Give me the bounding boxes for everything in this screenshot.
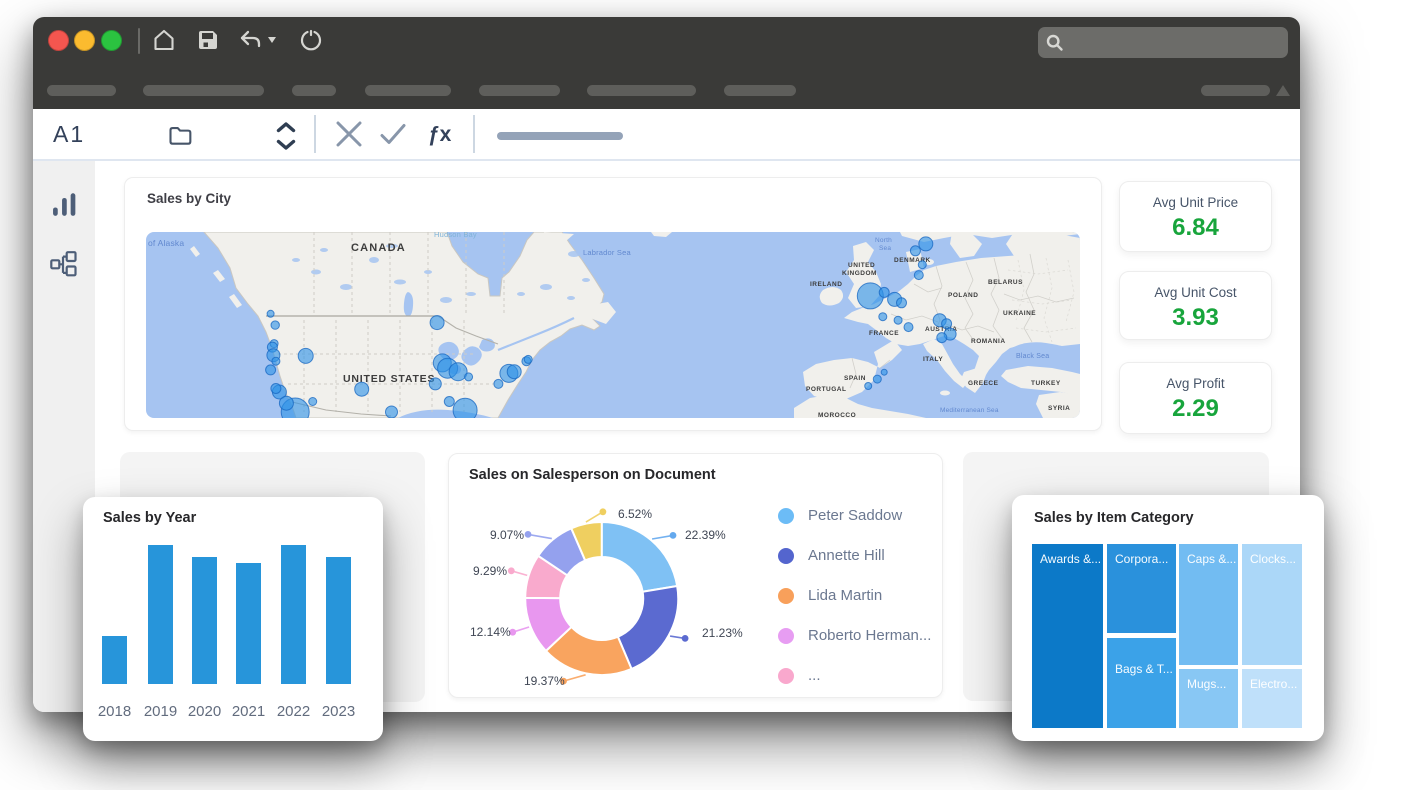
svg-text:DENMARK: DENMARK: [894, 257, 931, 264]
svg-text:North: North: [875, 237, 892, 244]
svg-text:UKRAINE: UKRAINE: [1003, 310, 1036, 317]
svg-text:ITALY: ITALY: [923, 356, 943, 363]
svg-text:MOROCCO: MOROCCO: [818, 412, 856, 418]
svg-text:of Alaska: of Alaska: [148, 238, 184, 248]
svg-text:PORTUGAL: PORTUGAL: [806, 386, 846, 393]
svg-text:UNITED: UNITED: [848, 262, 875, 269]
svg-text:Black Sea: Black Sea: [1016, 353, 1049, 360]
svg-text:SYRIA: SYRIA: [1048, 405, 1070, 412]
svg-text:CANADA: CANADA: [351, 242, 406, 254]
svg-text:KINGDOM: KINGDOM: [842, 270, 877, 277]
svg-text:Sea: Sea: [879, 245, 891, 252]
svg-text:POLAND: POLAND: [948, 292, 978, 299]
svg-text:UNITED STATES: UNITED STATES: [343, 373, 435, 385]
svg-text:AUSTRIA: AUSTRIA: [925, 326, 957, 333]
svg-text:Mediterranean Sea: Mediterranean Sea: [940, 407, 999, 414]
svg-text:GREECE: GREECE: [968, 380, 999, 387]
svg-text:BELARUS: BELARUS: [988, 279, 1023, 286]
svg-text:Hudson Bay: Hudson Bay: [434, 232, 477, 239]
svg-text:IRELAND: IRELAND: [810, 281, 842, 288]
svg-text:FRANCE: FRANCE: [869, 330, 899, 337]
svg-text:ROMANIA: ROMANIA: [971, 338, 1006, 345]
svg-text:Labrador Sea: Labrador Sea: [583, 248, 631, 257]
svg-text:TURKEY: TURKEY: [1031, 380, 1061, 387]
svg-text:SPAIN: SPAIN: [844, 375, 866, 382]
